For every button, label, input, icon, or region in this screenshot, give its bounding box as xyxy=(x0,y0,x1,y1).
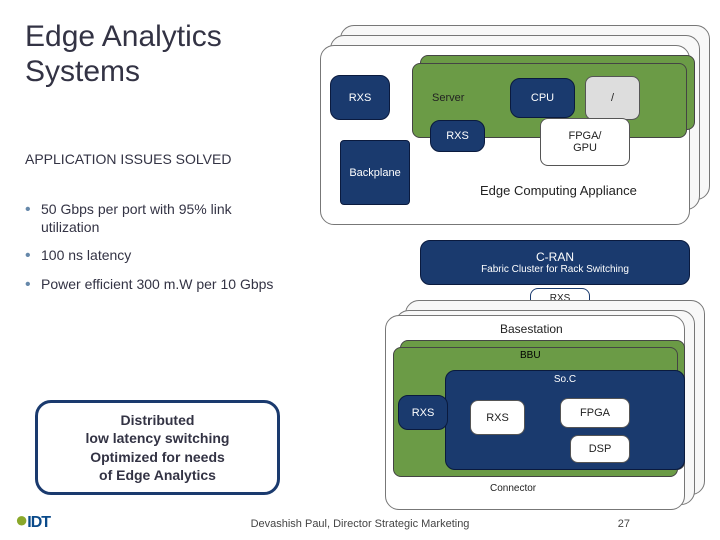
rxs-label: RXS xyxy=(446,130,469,142)
backplane-box: Backplane xyxy=(340,140,410,205)
fpga-box: FPGA xyxy=(560,398,630,428)
callout-line: Distributed xyxy=(38,411,277,429)
rxs-box: RXS xyxy=(330,75,390,120)
basestation-label: Basestation xyxy=(500,322,563,336)
rxs-box: RXS xyxy=(430,120,485,152)
bullet-list: 50 Gbps per port with 95% link utilizati… xyxy=(25,200,285,303)
footer-author: Devashish Paul, Director Strategic Marke… xyxy=(0,518,720,530)
callout-line: low latency switching xyxy=(38,429,277,447)
cran-label: C-RAN xyxy=(536,250,574,264)
connector-label: Connector xyxy=(490,483,536,494)
backplane-label: Backplane xyxy=(349,167,400,179)
subheading: APPLICATION ISSUES SOLVED xyxy=(25,150,255,168)
page-number: 27 xyxy=(618,518,630,530)
rxs-inner-box: RXS xyxy=(470,400,525,435)
fpga-label: FPGA xyxy=(580,407,610,419)
fpga-gpu-label: FPGA/ GPU xyxy=(568,130,601,154)
slash-box: / xyxy=(585,76,640,120)
callout-box: Distributed low latency switching Optimi… xyxy=(35,400,280,495)
page-title: Edge Analytics Systems xyxy=(25,20,222,89)
bullet-item: Power efficient 300 m.W per 10 Gbps xyxy=(25,275,285,293)
rxs-box: RXS xyxy=(398,395,448,430)
server-label: Server xyxy=(432,92,464,104)
dsp-label: DSP xyxy=(589,443,612,455)
fpga-gpu-box: FPGA/ GPU xyxy=(540,118,630,166)
fabric-label: Fabric Cluster for Rack Switching xyxy=(481,264,629,275)
soc-label: So.C xyxy=(554,374,576,385)
rxs-label: RXS xyxy=(486,412,509,424)
bullet-item: 100 ns latency xyxy=(25,246,285,264)
title-line2: Systems xyxy=(25,55,140,88)
top-caption: Edge Computing Appliance xyxy=(480,183,637,198)
callout-line: of Edge Analytics xyxy=(38,466,277,484)
cpu-label: CPU xyxy=(531,92,554,104)
title-line1: Edge Analytics xyxy=(25,20,222,53)
cran-box: C-RAN Fabric Cluster for Rack Switching xyxy=(420,240,690,285)
dsp-box: DSP xyxy=(570,435,630,463)
bbu-label: BBU xyxy=(520,350,541,361)
rxs-label: RXS xyxy=(412,407,435,419)
callout-line: Optimized for needs xyxy=(38,448,277,466)
rxs-label: RXS xyxy=(349,92,372,104)
bullet-item: 50 Gbps per port with 95% link utilizati… xyxy=(25,200,285,236)
cpu-box: CPU xyxy=(510,78,575,118)
